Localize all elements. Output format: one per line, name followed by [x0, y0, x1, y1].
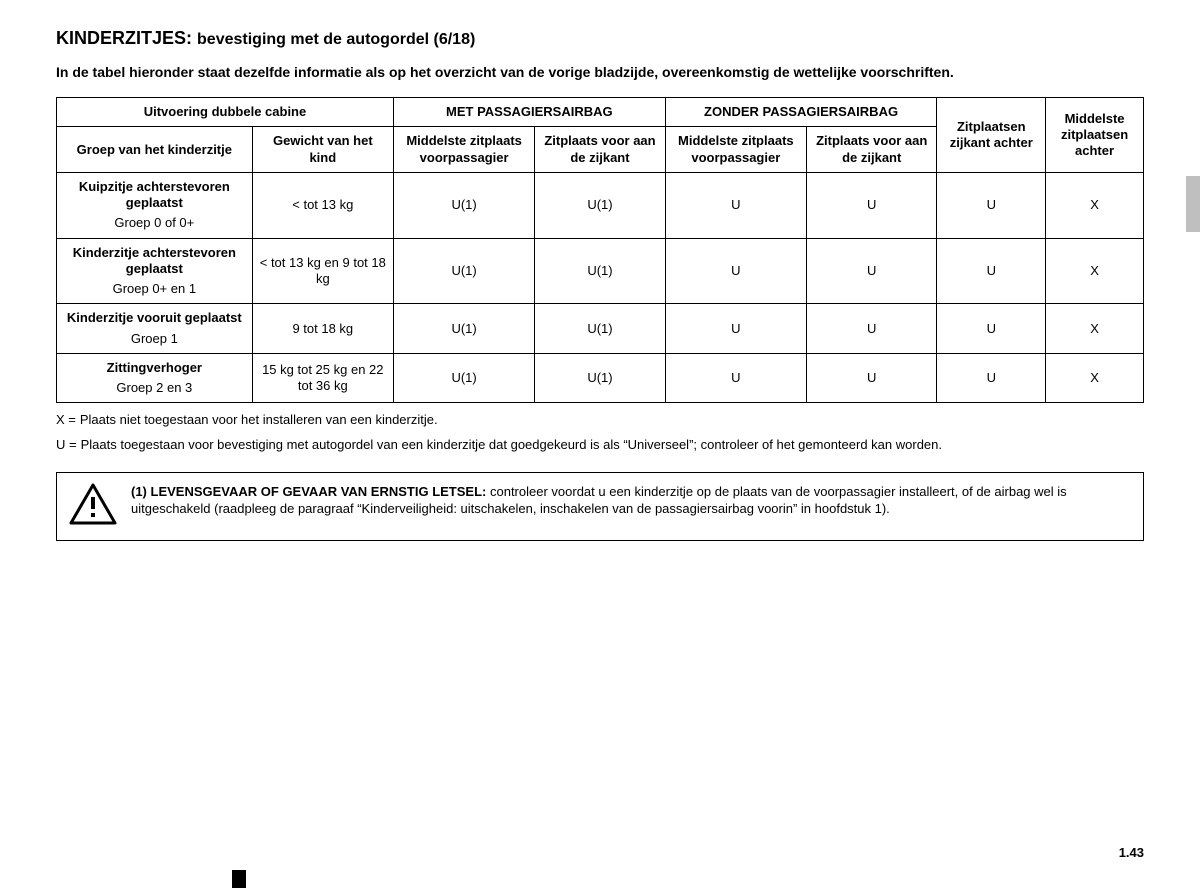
hdr-zij-voor-zonder: Zitplaats voor aan de zijkant — [806, 127, 936, 173]
warning-box: (1) LEVENSGEVAAR OF GEVAAR VAN ERNSTIG L… — [56, 472, 1144, 541]
cell-c4: U(1) — [535, 353, 665, 403]
cell-c7: U — [937, 238, 1046, 304]
seat-title: Kinderzitje achterstevoren geplaatst — [63, 245, 246, 278]
legend: X = Plaats niet toegestaan voor het inst… — [56, 411, 1144, 453]
seat-sub: Groep 0 of 0+ — [63, 215, 246, 231]
cell-c3: U(1) — [393, 353, 534, 403]
page-content: KINDERZITJES: bevestiging met de autogor… — [0, 0, 1200, 541]
seat-title: Kinderzitje vooruit geplaatst — [63, 310, 246, 326]
cell-seat: Kuipzitje achterstevoren geplaatst Groep… — [57, 172, 253, 238]
table-row: Kuipzitje achterstevoren geplaatst Groep… — [57, 172, 1144, 238]
hdr-gewicht: Gewicht van het kind — [252, 127, 393, 173]
cell-c5: U — [665, 304, 806, 354]
legend-x-key: X = — [56, 411, 76, 429]
cell-c7: U — [937, 353, 1046, 403]
cell-c3: U(1) — [393, 172, 534, 238]
cell-c6: U — [806, 353, 936, 403]
intro-text: In de tabel hieronder staat dezelfde inf… — [56, 63, 1144, 81]
seat-sub: Groep 2 en 3 — [63, 380, 246, 396]
cell-c8: X — [1046, 353, 1144, 403]
child-seat-table: Uitvoering dubbele cabine MET PASSAGIERS… — [56, 97, 1144, 403]
cell-c5: U — [665, 238, 806, 304]
footer-mark — [232, 870, 246, 888]
title-bold: KINDERZITJES: — [56, 28, 192, 48]
cell-seat: Kinderzitje vooruit geplaatst Groep 1 — [57, 304, 253, 354]
cell-c5: U — [665, 353, 806, 403]
cell-weight: < tot 13 kg — [252, 172, 393, 238]
cell-c4: U(1) — [535, 238, 665, 304]
cell-c4: U(1) — [535, 172, 665, 238]
cell-c7: U — [937, 304, 1046, 354]
cell-c4: U(1) — [535, 304, 665, 354]
legend-x: X = Plaats niet toegestaan voor het inst… — [56, 411, 1144, 429]
hdr-mid-voor-zonder: Middelste zitplaats voorpassagier — [665, 127, 806, 173]
cell-c6: U — [806, 172, 936, 238]
title-rest: bevestiging met de autogordel (6/18) — [197, 31, 475, 48]
table-row: Kinderzitje vooruit geplaatst Groep 1 9 … — [57, 304, 1144, 354]
hdr-uitvoering: Uitvoering dubbele cabine — [57, 98, 394, 127]
cell-weight: < tot 13 kg en 9 tot 18 kg — [252, 238, 393, 304]
cell-seat: Kinderzitje achterstevoren geplaatst Gro… — [57, 238, 253, 304]
header-row-1: Uitvoering dubbele cabine MET PASSAGIERS… — [57, 98, 1144, 127]
hdr-groep: Groep van het kinderzitje — [57, 127, 253, 173]
page-number: 1.43 — [1119, 845, 1144, 860]
page-title: KINDERZITJES: bevestiging met de autogor… — [56, 28, 1144, 49]
warning-icon — [69, 483, 117, 530]
warning-text: (1) LEVENSGEVAAR OF GEVAAR VAN ERNSTIG L… — [131, 483, 1131, 518]
cell-seat: Zittingverhoger Groep 2 en 3 — [57, 353, 253, 403]
table-row: Zittingverhoger Groep 2 en 3 15 kg tot 2… — [57, 353, 1144, 403]
hdr-zij-voor-met: Zitplaats voor aan de zijkant — [535, 127, 665, 173]
seat-sub: Groep 1 — [63, 331, 246, 347]
cell-c6: U — [806, 238, 936, 304]
legend-u: U = Plaats toegestaan voor bevestiging m… — [56, 436, 1144, 454]
cell-c8: X — [1046, 238, 1144, 304]
seat-sub: Groep 0+ en 1 — [63, 281, 246, 297]
legend-x-text: Plaats niet toegestaan voor het installe… — [76, 411, 438, 429]
hdr-zonder-airbag: ZONDER PASSAGIERSAIRBAG — [665, 98, 937, 127]
seat-title: Zittingverhoger — [63, 360, 246, 376]
warning-lead: (1) LEVENSGEVAAR OF GEVAAR VAN ERNSTIG L… — [131, 484, 486, 499]
hdr-met-airbag: MET PASSAGIERSAIRBAG — [393, 98, 665, 127]
cell-c7: U — [937, 172, 1046, 238]
hdr-zij-achter: Zitplaatsen zijkant achter — [937, 98, 1046, 173]
cell-weight: 15 kg tot 25 kg en 22 tot 36 kg — [252, 353, 393, 403]
cell-c5: U — [665, 172, 806, 238]
seat-title: Kuipzitje achterstevoren geplaatst — [63, 179, 246, 212]
hdr-mid-achter: Middelste zitplaatsen achter — [1046, 98, 1144, 173]
edge-tab — [1186, 176, 1200, 232]
cell-c8: X — [1046, 172, 1144, 238]
legend-u-key: U = — [56, 436, 77, 454]
cell-c8: X — [1046, 304, 1144, 354]
table-row: Kinderzitje achterstevoren geplaatst Gro… — [57, 238, 1144, 304]
cell-weight: 9 tot 18 kg — [252, 304, 393, 354]
cell-c3: U(1) — [393, 238, 534, 304]
legend-u-text: Plaats toegestaan voor bevestiging met a… — [77, 436, 942, 454]
cell-c3: U(1) — [393, 304, 534, 354]
hdr-mid-voor-met: Middelste zitplaats voorpassagier — [393, 127, 534, 173]
cell-c6: U — [806, 304, 936, 354]
